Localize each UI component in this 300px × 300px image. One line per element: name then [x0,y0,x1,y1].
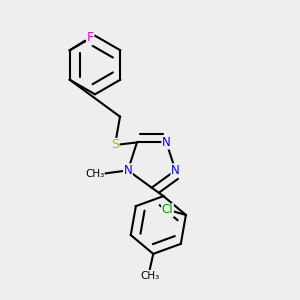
Text: Cl: Cl [162,203,173,217]
Text: N: N [124,164,132,177]
Text: F: F [87,32,94,44]
Text: N: N [171,164,180,177]
Text: CH₃: CH₃ [85,169,104,179]
Text: CH₃: CH₃ [140,271,160,281]
Text: N: N [162,136,171,149]
Text: S: S [111,139,119,152]
